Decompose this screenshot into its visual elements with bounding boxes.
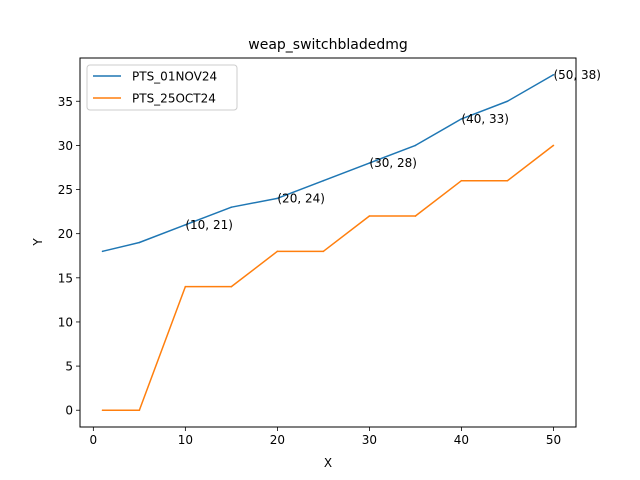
series-0-point bbox=[230, 206, 233, 208]
legend: PTS_01NOV24 PTS_25OCT24 bbox=[86, 64, 238, 111]
y-tick-label: 20 bbox=[58, 227, 73, 241]
y-axis-label: Y bbox=[31, 238, 45, 247]
y-tick-label: 5 bbox=[65, 360, 73, 374]
series-0-point bbox=[184, 224, 187, 226]
y-tick-label: 25 bbox=[58, 183, 73, 197]
legend-box bbox=[86, 64, 238, 111]
y-tick-label: 0 bbox=[65, 404, 73, 418]
series-1-point bbox=[506, 179, 509, 182]
x-tick-label: 0 bbox=[90, 433, 98, 447]
series-1-point bbox=[101, 409, 104, 412]
point-annotation: (10, 21) bbox=[185, 218, 233, 232]
x-tick-label: 50 bbox=[546, 433, 561, 447]
series-0-point bbox=[101, 250, 104, 253]
series-0-point bbox=[460, 118, 463, 120]
x-tick-label: 10 bbox=[178, 433, 193, 447]
y-tick-label: 15 bbox=[58, 271, 73, 285]
y-tick-label: 30 bbox=[58, 139, 73, 153]
x-axis-label: X bbox=[324, 456, 332, 470]
plot-area bbox=[80, 58, 576, 427]
legend-label: PTS_01NOV24 bbox=[132, 70, 217, 84]
series-0-point bbox=[506, 100, 509, 103]
series-1-point bbox=[230, 285, 233, 288]
point-annotation: (40, 33) bbox=[461, 112, 509, 126]
plot-frame bbox=[79, 57, 577, 428]
x-tick-label: 30 bbox=[362, 433, 377, 447]
series-1-point bbox=[138, 409, 141, 412]
series-layer bbox=[101, 73, 555, 412]
series-1-point bbox=[414, 215, 417, 217]
series-1-point bbox=[276, 250, 279, 253]
series-1-point bbox=[368, 215, 371, 217]
series-0-point bbox=[138, 241, 141, 244]
point-annotation: (50, 38) bbox=[553, 68, 601, 82]
legend-label: PTS_25OCT24 bbox=[132, 92, 216, 106]
chart-title: weap_switchbladedmg bbox=[248, 37, 408, 53]
series-1-point bbox=[322, 250, 325, 253]
y-tick-label: 35 bbox=[58, 95, 73, 109]
series-0-point bbox=[276, 197, 279, 200]
series-0-point bbox=[552, 73, 555, 76]
y-tick-label: 10 bbox=[58, 315, 73, 329]
annotation-layer: (10, 21) (20, 24) (30, 28) (40, 33) (50, 38) bbox=[185, 68, 601, 232]
series-0-point bbox=[368, 162, 371, 164]
x-tick-label: 40 bbox=[454, 433, 469, 447]
point-annotation: (20, 24) bbox=[277, 191, 325, 205]
series-1-point bbox=[552, 144, 555, 147]
axis-ticks: 0 10 20 30 40 50 0 5 10 15 20 25 30 35 bbox=[58, 95, 561, 447]
series-1-point bbox=[184, 285, 187, 288]
point-annotation: (30, 28) bbox=[369, 156, 417, 170]
series-1-point bbox=[460, 179, 463, 182]
series-0-point bbox=[322, 179, 325, 182]
series-0-point bbox=[414, 144, 417, 147]
x-tick-label: 20 bbox=[270, 433, 285, 447]
